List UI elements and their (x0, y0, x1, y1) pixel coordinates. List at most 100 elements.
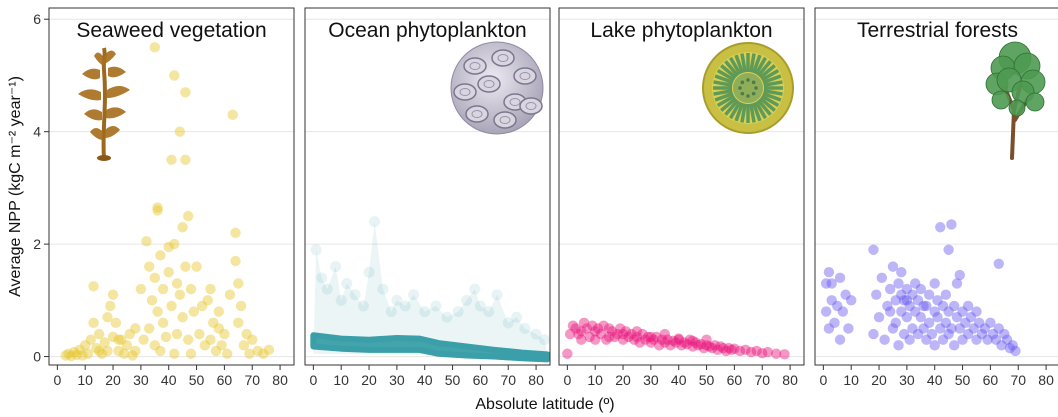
panel-0-point-18 (105, 300, 116, 312)
panel-0-point-40 (155, 345, 166, 357)
panel-2-point-3 (570, 323, 581, 334)
panel-2-point-46 (690, 337, 701, 348)
panel-2-point-30 (645, 337, 657, 348)
panel-3-point-71 (962, 300, 974, 312)
panel-0-point-6 (77, 350, 88, 361)
panel-3-point-60 (943, 306, 954, 317)
x-tick-label-30-panel-1: 30 (389, 372, 405, 388)
panel-0-point-41 (157, 317, 169, 329)
panel-2-point-35 (659, 337, 670, 348)
panel-2-point-10 (589, 326, 601, 337)
ocean-point-15 (419, 306, 431, 318)
x-tick-label-70-panel-0: 70 (244, 372, 260, 388)
panel-3-point-30 (898, 295, 910, 306)
x-axis-label: Absolute latitude (º) (475, 396, 614, 413)
panel-3-point-36 (907, 289, 918, 300)
panel-2-point-62 (740, 344, 751, 356)
panel-3-point-19 (879, 334, 890, 345)
panel-0-point-81 (238, 340, 250, 351)
panel-0-point-59 (185, 283, 197, 295)
panel-3-point-80 (982, 334, 993, 345)
panel-2-point-43 (681, 338, 693, 350)
panel-2-point-71 (617, 328, 629, 340)
panel-2-point-73 (645, 331, 657, 343)
panel-3-point-70 (960, 317, 971, 329)
x-tick-label-20-panel-3: 20 (871, 372, 887, 388)
x-tick-label-80-panel-0: 80 (272, 372, 288, 388)
panel-0-point-74 (224, 289, 236, 300)
panel-3-point-95 (910, 278, 921, 289)
panel-0-point-2 (66, 350, 77, 362)
panel-0-point-0 (60, 350, 71, 361)
panel-3-point-74 (968, 323, 979, 334)
panel-2-point-40 (673, 334, 684, 345)
panel-2-point-74 (659, 328, 670, 340)
panel-0-point-34 (146, 295, 158, 306)
y-axis-label: Average NPP (kgC m⁻² year⁻¹) (7, 76, 24, 297)
ocean-point-22 (483, 306, 495, 318)
panel-3-point-81 (985, 317, 996, 329)
panel-0-point-29 (135, 283, 147, 295)
panel-2-point-70 (603, 331, 615, 343)
panel-2-point-78 (576, 334, 587, 345)
panel-0-point-83 (244, 348, 255, 359)
ocean-point-2 (321, 283, 333, 295)
ocean-point-0 (310, 244, 322, 256)
x-tick-label-50-panel-1: 50 (445, 372, 461, 388)
x-tick-label-80-panel-2: 80 (782, 372, 798, 388)
panel-2-point-63 (745, 346, 757, 358)
panel-3-point-34 (904, 300, 915, 312)
panel-0-point-46 (166, 154, 177, 165)
panel-3-point-83 (990, 334, 1002, 345)
panel-0-points (60, 42, 275, 362)
panel-1-points (310, 216, 550, 363)
panel-0-point-92 (152, 202, 163, 213)
panel-0-point-38 (152, 306, 163, 317)
panel-0-point-67 (205, 334, 216, 345)
panel-0-point-35 (149, 272, 160, 284)
panel-2-point-6 (578, 317, 590, 329)
panel-0-point-25 (121, 340, 133, 351)
panel-title-1: Ocean phytoplankton (328, 19, 526, 42)
panel-3-point-97 (896, 289, 907, 300)
panel-3-point-22 (887, 323, 899, 334)
panel-3-point-75 (971, 306, 982, 317)
panel-3-point-37 (907, 323, 918, 334)
panel-0-point-56 (180, 261, 191, 272)
y-tick-label-0: 0 (33, 349, 41, 365)
panel-title-2: Lake phytoplankton (590, 19, 772, 42)
panel-3-point-73 (965, 312, 977, 323)
panel-0-point-48 (169, 348, 180, 359)
ocean-point-20 (469, 283, 481, 295)
panel-2-point-49 (698, 342, 709, 354)
panel-3-point-46 (923, 317, 935, 329)
panel-3-point-94 (901, 295, 913, 306)
panel-0-point-80 (235, 300, 247, 312)
x-tick-label-70-panel-1: 70 (500, 372, 516, 388)
ocean-cloud-area (313, 221, 548, 356)
ocean-point-18 (452, 306, 464, 318)
panel-0-point-33 (144, 323, 155, 334)
panel-2-point-75 (673, 333, 684, 344)
panel-3-point-43 (918, 323, 929, 334)
panel-0-point-49 (171, 278, 183, 289)
panel-2-point-44 (684, 334, 696, 345)
ocean-point-21 (474, 300, 486, 312)
x-tick-label-20-panel-0: 20 (105, 372, 121, 388)
panel-0-point-91 (163, 241, 174, 253)
ocean-dense-band (310, 332, 550, 363)
panel-2-point-65 (757, 347, 768, 359)
panel-2-point-22 (623, 331, 634, 343)
panel-0-point-61 (188, 306, 199, 317)
panel-3-point-96 (918, 300, 929, 312)
panel-2-point-56 (718, 342, 729, 354)
panel-2-point-4 (573, 328, 584, 340)
seaweed-icon (78, 47, 130, 161)
x-tick-label-80-panel-1: 80 (528, 372, 544, 388)
panel-3-point-39 (912, 295, 924, 306)
panel-2-point-52 (706, 342, 718, 354)
panel-3-point-64 (949, 340, 960, 351)
panel-2-point-60 (729, 343, 740, 354)
panel-0-point-36 (149, 340, 160, 351)
